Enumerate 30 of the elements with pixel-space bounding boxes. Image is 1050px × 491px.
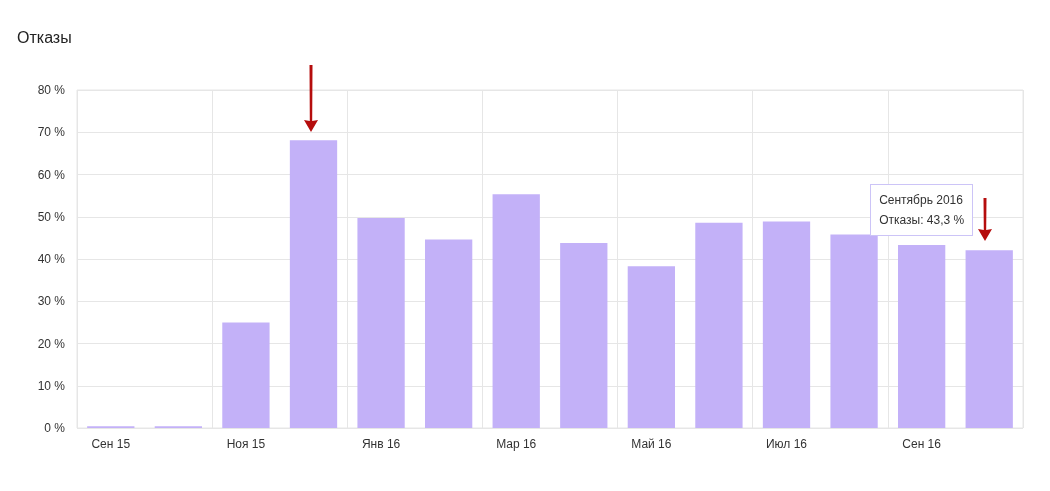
x-tick-label: Ноя 15 — [226, 437, 266, 451]
bar — [897, 245, 946, 428]
bar — [492, 194, 540, 428]
y-tick-label: 60 % — [37, 167, 66, 182]
y-tick-label: 40 % — [37, 252, 66, 266]
bar — [762, 221, 811, 428]
bar — [289, 140, 338, 428]
bar — [357, 218, 405, 428]
bar — [560, 242, 608, 428]
bar — [965, 250, 1013, 428]
x-tick-label: Мар 16 — [496, 437, 537, 451]
x-tick-label: Янв 16 — [361, 437, 401, 451]
x-tick-label: Сен 16 — [902, 437, 942, 451]
y-tick-label: 30 % — [37, 294, 66, 309]
y-tick-label: 0 % — [44, 421, 66, 435]
bar — [424, 239, 473, 428]
bar — [627, 266, 676, 428]
bar — [695, 222, 743, 428]
y-tick-label: 10 % — [37, 378, 66, 393]
x-tick-label: Май 16 — [631, 437, 672, 451]
x-tick-label: Сен 15 — [91, 437, 131, 451]
y-tick-label: 20 % — [37, 336, 66, 351]
y-tick-label: 80 % — [37, 83, 66, 97]
y-tick-label: 70 % — [37, 125, 66, 140]
annotation: Сентябрь 2016 Отказы: 43,3 % — [870, 184, 974, 237]
y-tick-label: 50 % — [37, 209, 66, 224]
x-tick-label: Июл 16 — [765, 437, 808, 451]
bar — [222, 322, 270, 428]
chart-title: Отказы — [17, 28, 72, 46]
bar — [830, 234, 878, 428]
